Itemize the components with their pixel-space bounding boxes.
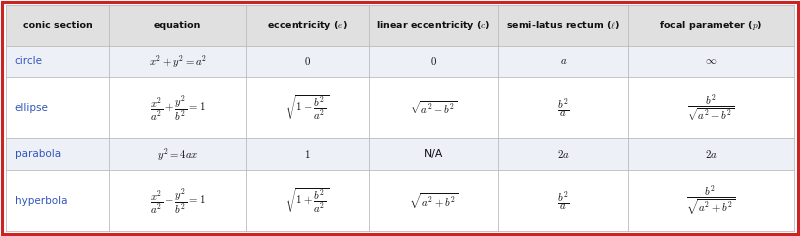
Text: semi-latus rectum ($\ell$): semi-latus rectum ($\ell$) xyxy=(506,19,621,31)
Text: equation: equation xyxy=(154,21,202,30)
Text: hyperbola: hyperbola xyxy=(14,196,67,206)
Text: $\dfrac{b^2}{a}$: $\dfrac{b^2}{a}$ xyxy=(557,189,570,212)
Text: $\sqrt{a^2 + b^2}$: $\sqrt{a^2 + b^2}$ xyxy=(409,191,458,211)
Text: $2a$: $2a$ xyxy=(557,148,570,160)
Text: circle: circle xyxy=(14,56,42,66)
Text: $y^2 = 4ax$: $y^2 = 4ax$ xyxy=(157,146,198,163)
Text: $\dfrac{b^2}{a}$: $\dfrac{b^2}{a}$ xyxy=(557,96,570,119)
Text: $\sqrt{1 - \dfrac{b^2}{a^2}}$: $\sqrt{1 - \dfrac{b^2}{a^2}}$ xyxy=(286,93,330,122)
Text: $a$: $a$ xyxy=(560,56,567,66)
Text: linear eccentricity ($c$): linear eccentricity ($c$) xyxy=(376,19,490,32)
Text: focal parameter ($p$): focal parameter ($p$) xyxy=(659,19,762,32)
Text: $2a$: $2a$ xyxy=(705,148,718,160)
Text: N/A: N/A xyxy=(424,149,443,159)
Text: $\dfrac{x^2}{a^2} + \dfrac{y^2}{b^2} = 1$: $\dfrac{x^2}{a^2} + \dfrac{y^2}{b^2} = 1… xyxy=(150,93,206,123)
Text: eccentricity ($e$): eccentricity ($e$) xyxy=(267,19,348,32)
Text: $0$: $0$ xyxy=(304,55,311,67)
Text: $0$: $0$ xyxy=(430,55,437,67)
Text: $\dfrac{b^2}{\sqrt{a^2 + b^2}}$: $\dfrac{b^2}{\sqrt{a^2 + b^2}}$ xyxy=(686,184,735,218)
Text: parabola: parabola xyxy=(14,149,61,159)
Text: $\sqrt{a^2 - b^2}$: $\sqrt{a^2 - b^2}$ xyxy=(410,100,458,116)
Text: $x^2 + y^2 = a^2$: $x^2 + y^2 = a^2$ xyxy=(149,53,206,70)
Text: $1$: $1$ xyxy=(304,148,311,160)
Text: $\sqrt{1 + \dfrac{b^2}{a^2}}$: $\sqrt{1 + \dfrac{b^2}{a^2}}$ xyxy=(286,186,330,215)
Text: $\dfrac{x^2}{a^2} - \dfrac{y^2}{b^2} = 1$: $\dfrac{x^2}{a^2} - \dfrac{y^2}{b^2} = 1… xyxy=(150,186,206,215)
Text: $\dfrac{b^2}{\sqrt{a^2 - b^2}}$: $\dfrac{b^2}{\sqrt{a^2 - b^2}}$ xyxy=(687,93,735,123)
Text: ellipse: ellipse xyxy=(14,103,49,113)
Text: $\infty$: $\infty$ xyxy=(705,56,717,66)
Text: conic section: conic section xyxy=(22,21,93,30)
